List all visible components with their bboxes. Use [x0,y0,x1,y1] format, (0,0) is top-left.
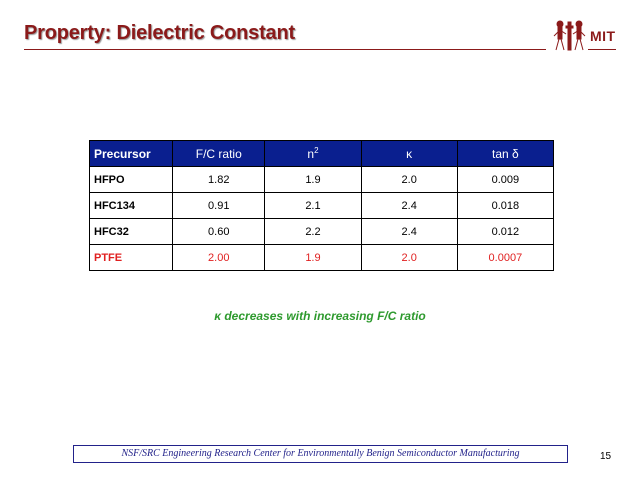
cell-n-squared: 1.9 [264,244,362,271]
mit-logo-icon [553,20,586,51]
cell-kappa: 2.4 [360,192,458,219]
table-row: HFC134 0.91 2.1 2.4 0.018 [88,192,555,219]
header-n-squared: n2 [264,140,362,167]
cell-precursor: HFC134 [88,192,174,219]
table-row: HFC32 0.60 2.2 2.4 0.012 [88,218,555,245]
cell-n-squared: 2.1 [264,192,362,219]
page-number: 15 [600,451,612,462]
header-precursor: Precursor [88,140,174,167]
table-row: HFPO 1.82 1.9 2.0 0.009 [88,166,555,193]
cell-kappa: 2.0 [360,166,458,193]
cell-tan-delta: 0.018 [456,192,555,219]
note-text: decreases with increasing F/C ratio [221,309,426,323]
slide-title: Property: Dielectric Constant [24,22,295,44]
cell-fc-ratio: 2.00 [172,244,266,271]
cell-precursor: HFPO [88,166,174,193]
header-n-superscript: 2 [314,146,319,155]
table-header-row: Precursor F/C ratio n2 κ tan δ [88,140,555,167]
header-tan-delta: tan δ [456,140,555,167]
cell-n-squared: 2.2 [264,218,362,245]
table-row-highlight: PTFE 2.00 1.9 2.0 0.0007 [88,244,555,271]
header-fc-ratio: F/C ratio [172,140,266,167]
cell-fc-ratio: 1.82 [172,166,266,193]
footer-banner: NSF/SRC Engineering Research Center for … [73,445,568,463]
cell-n-squared: 1.9 [264,166,362,193]
cell-tan-delta: 0.009 [456,166,555,193]
cell-tan-delta: 0.012 [456,218,555,245]
header-n-base: n [307,147,315,161]
header-kappa: κ [360,140,458,167]
conclusion-note: κ decreases with increasing F/C ratio [0,309,640,323]
mit-logo-text: MIT [590,28,616,44]
cell-precursor: PTFE [88,244,174,271]
logo-underline [588,49,616,50]
cell-kappa: 2.4 [360,218,458,245]
cell-precursor: HFC32 [88,218,174,245]
cell-fc-ratio: 0.60 [172,218,266,245]
dielectric-table: Precursor F/C ratio n2 κ tan δ HFPO 1.82… [88,140,555,271]
cell-fc-ratio: 0.91 [172,192,266,219]
cell-tan-delta: 0.0007 [456,244,555,271]
cell-kappa: 2.0 [360,244,458,271]
title-underline [24,49,546,50]
note-kappa-symbol: κ [214,309,222,323]
